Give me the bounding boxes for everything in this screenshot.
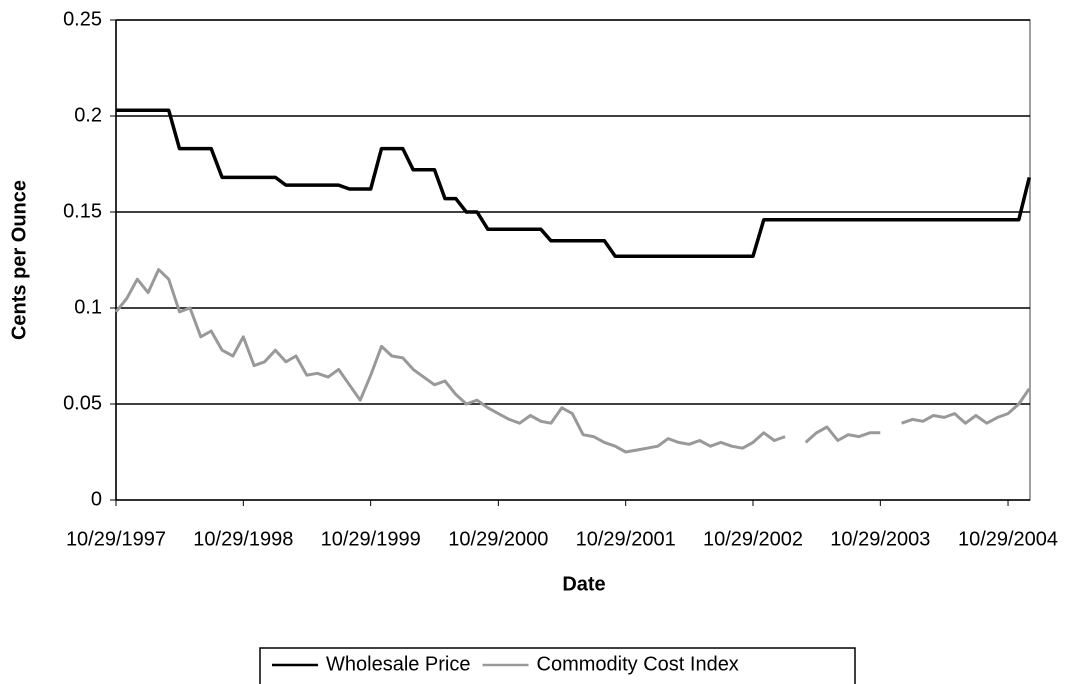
y-axis-title: Cents per Ounce: [8, 180, 30, 340]
y-tick-label: 0: [91, 488, 102, 510]
x-tick-label: 10/29/1999: [321, 528, 421, 550]
series-line: [116, 108, 1031, 258]
y-tick-label: 0.05: [63, 392, 102, 414]
plot-frame: [115, 19, 1031, 501]
y-tick-label: 0.15: [63, 200, 102, 222]
legend-label: Wholesale Price: [326, 653, 471, 675]
x-tick-label: 10/29/2001: [576, 528, 676, 550]
x-tick-label: 10/29/2000: [448, 528, 548, 550]
x-tick-label: 10/29/1997: [66, 528, 166, 550]
series-line: [114, 268, 786, 454]
series-line: [901, 387, 1031, 425]
y-tick-label: 0.1: [74, 296, 102, 318]
x-tick-label: 10/29/2002: [703, 528, 803, 550]
x-tick-label: 10/29/2004: [958, 528, 1058, 550]
y-tick-label: 0.25: [63, 8, 102, 30]
legend-box: [259, 647, 856, 684]
x-axis-title: Date: [562, 573, 605, 595]
y-tick-label: 0.2: [74, 104, 102, 126]
series-line: [804, 425, 881, 444]
x-tick-label: 10/29/1998: [193, 528, 293, 550]
x-tick-label: 10/29/2003: [830, 528, 930, 550]
legend-label: Commodity Cost Index: [537, 653, 739, 675]
